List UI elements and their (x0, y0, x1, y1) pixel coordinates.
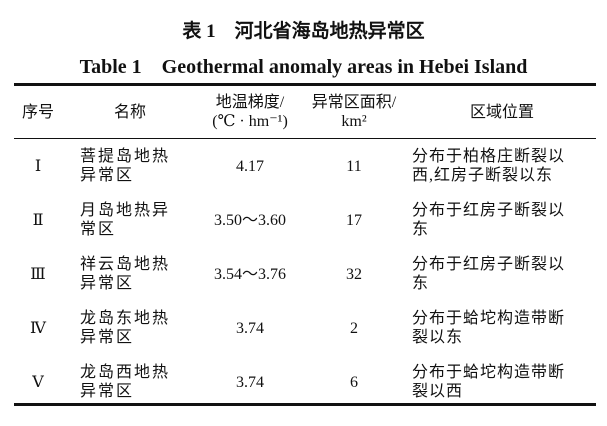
row-gradient: 3.74 (236, 320, 264, 337)
header-area: 异常区面积/ km² (310, 93, 398, 131)
header-name: 名称 (113, 104, 146, 121)
row-name-line1: 菩提岛地热 (80, 148, 171, 165)
row-location-cell: 分布于蛤坨构造带断 裂以东 (412, 309, 592, 347)
row-gradient-cell: 4.17 (190, 157, 310, 176)
header-gradient: 地温梯度/ (℃ · hm⁻¹) (190, 93, 310, 131)
row-name-line2: 异常区 (80, 275, 135, 292)
header-gradient-line1: 地温梯度/ (215, 94, 285, 111)
row-location-line1: 分布于蛤坨构造带断 (412, 310, 566, 327)
row-index: Ⅴ (32, 374, 44, 391)
row-name-line1: 月岛地热异 (80, 202, 171, 219)
row-location-line1: 分布于柏格庄断裂以 (412, 148, 566, 165)
row-area-cell: 32 (310, 265, 398, 284)
row-area-cell: 6 (310, 373, 398, 392)
row-location-cell: 分布于红房子断裂以东 (412, 255, 592, 293)
row-name-line1: 龙岛西地热 (80, 364, 171, 381)
row-gradient: 3.54～3.76 (213, 266, 286, 283)
row-name-line1: 龙岛东地热 (80, 310, 171, 327)
row-gradient: 4.17 (236, 158, 264, 175)
row-index: Ⅱ (32, 212, 44, 229)
row-index-cell: Ⅳ (18, 319, 58, 338)
row-area: 6 (350, 374, 358, 391)
row-index: Ⅲ (30, 266, 46, 283)
row-location-line1: 分布于红房子断裂以 (412, 202, 566, 219)
row-gradient: 3.74 (236, 374, 264, 391)
row-area: 11 (346, 158, 362, 175)
row-location-line2: 裂以西 (412, 383, 464, 400)
row-name-line2: 异常区 (80, 167, 135, 184)
top-rule (14, 83, 596, 86)
row-name-line2: 异常区 (80, 383, 135, 400)
row-area: 2 (350, 320, 358, 337)
row-index: Ⅳ (30, 320, 46, 337)
row-location-line1: 分布于红房子断裂以 (412, 256, 566, 273)
row-location-line2: 东 (412, 221, 430, 238)
header-gradient-unit: (℃ · hm⁻¹) (212, 113, 288, 130)
row-area: 32 (346, 266, 362, 283)
row-index-cell: Ⅴ (18, 373, 58, 392)
row-gradient-cell: 3.54～3.76 (190, 265, 310, 284)
row-gradient-cell: 3.74 (190, 373, 310, 392)
row-name-cell: 祥云岛地热 异常区 (80, 255, 180, 293)
row-name-cell: 月岛地热异 常区 (80, 201, 180, 239)
table-title-cn: 表 1 河北省海岛地热异常区 (182, 21, 425, 42)
row-name-cell: 菩提岛地热 异常区 (80, 147, 180, 185)
header-location: 区域位置 (469, 104, 534, 121)
row-location-line2: 西,红房子断裂以东 (412, 167, 554, 184)
row-index: Ⅰ (34, 158, 42, 175)
row-gradient-cell: 3.74 (190, 319, 310, 338)
row-area-cell: 17 (310, 211, 398, 230)
row-name-line2: 常区 (80, 221, 117, 238)
row-location-line1: 分布于蛤坨构造带断 (412, 364, 566, 381)
row-area-cell: 2 (310, 319, 398, 338)
table-title-en: Table 1 Geothermal anomaly areas in Hebe… (79, 56, 528, 78)
row-location-cell: 分布于柏格庄断裂以 西,红房子断裂以东 (412, 147, 592, 185)
row-name-cell: 龙岛西地热 异常区 (80, 363, 180, 401)
row-area: 17 (346, 212, 362, 229)
header-area-unit: km² (341, 113, 367, 130)
row-gradient-cell: 3.50～3.60 (190, 211, 310, 230)
header-area-line1: 异常区面积/ (311, 94, 397, 111)
row-name-cell: 龙岛东地热 异常区 (80, 309, 180, 347)
row-location-line2: 裂以东 (412, 329, 464, 346)
row-location-cell: 分布于红房子断裂以东 (412, 201, 592, 239)
row-index-cell: Ⅲ (18, 265, 58, 284)
row-name-line2: 异常区 (80, 329, 135, 346)
row-location-cell: 分布于蛤坨构造带断 裂以西 (412, 363, 592, 401)
header-rule (14, 138, 596, 139)
row-gradient: 3.50～3.60 (213, 212, 286, 229)
row-name-line1: 祥云岛地热 (80, 256, 171, 273)
row-location-line2: 东 (412, 275, 430, 292)
row-area-cell: 11 (310, 157, 398, 176)
bottom-rule (14, 403, 596, 406)
row-index-cell: Ⅰ (18, 157, 58, 176)
row-index-cell: Ⅱ (18, 211, 58, 230)
header-index: 序号 (21, 104, 54, 121)
